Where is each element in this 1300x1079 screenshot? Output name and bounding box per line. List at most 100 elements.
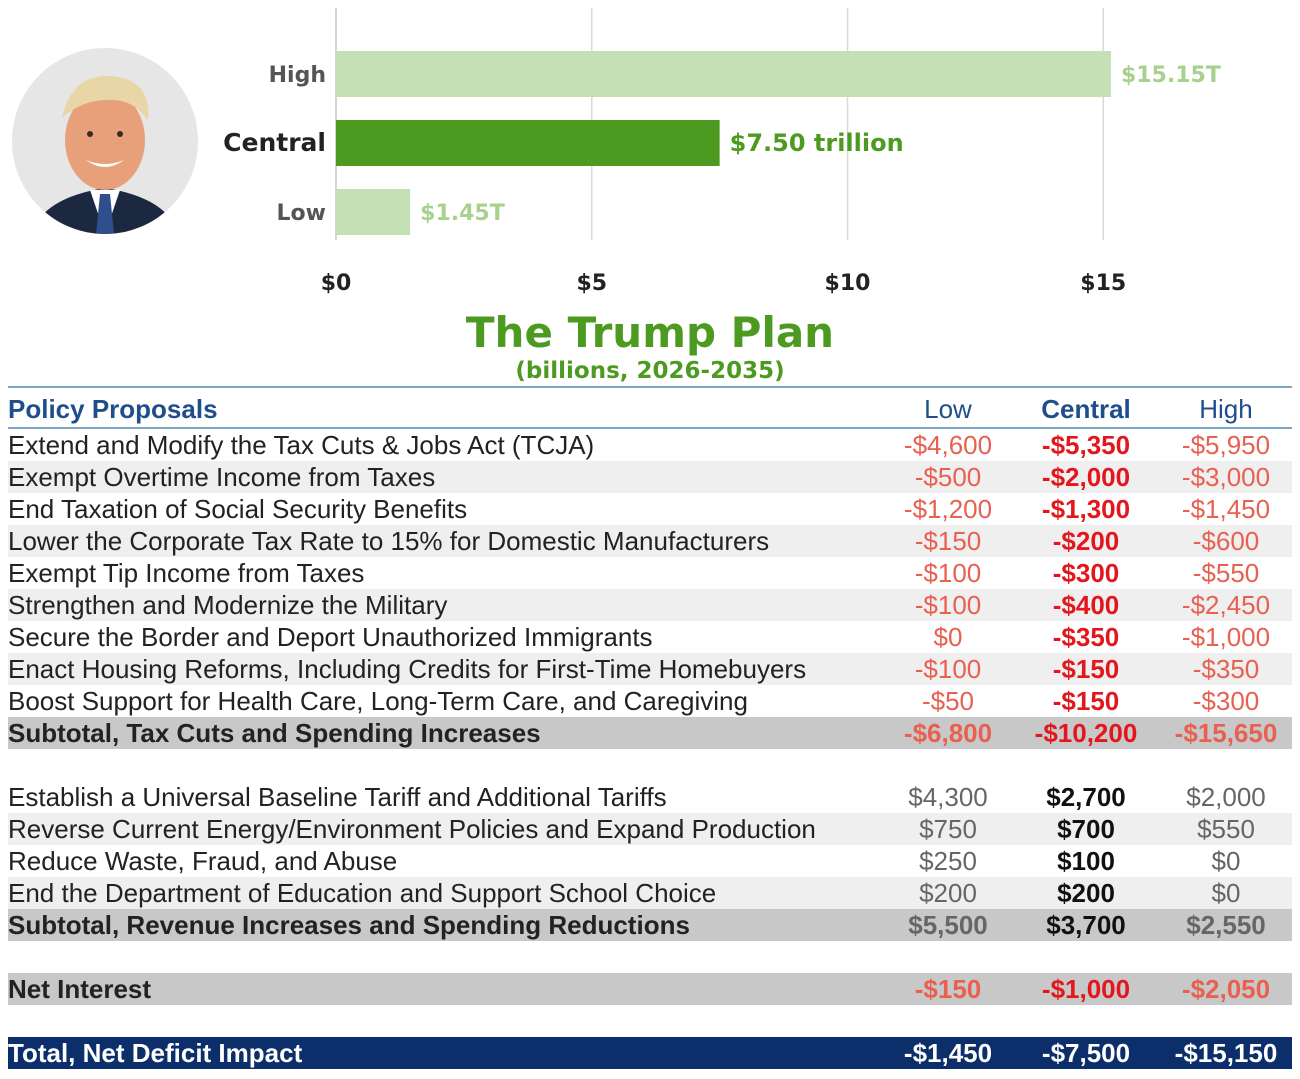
value-central: $700 xyxy=(1012,813,1160,845)
deficit-bar-chart: $0 $5 $10 $15 High $15.15T Central $7.50 trilli… xyxy=(223,8,1221,296)
policy-table: Policy Proposals Low Central High Extend… xyxy=(8,391,1292,1069)
table-row: Exempt Overtime Income from Taxes -$500 -$… xyxy=(8,461,1292,493)
value-central: $3,700 xyxy=(1012,909,1160,941)
table-row: Exempt Tip Income from Taxes -$100 -$300 -$… xyxy=(8,557,1292,589)
value-central: -$200 xyxy=(1012,525,1160,557)
table-row: Extend and Modify the Tax Cuts & Jobs Ac… xyxy=(8,428,1292,461)
x-tick-label: $15 xyxy=(1080,271,1126,296)
value-low: -$100 xyxy=(884,653,1012,685)
value-high: $2,000 xyxy=(1186,782,1266,812)
value-low: -$100 xyxy=(884,589,1012,621)
policy-label: Extend and Modify the Tax Cuts & Jobs Ac… xyxy=(8,430,595,460)
value-low: $4,300 xyxy=(908,782,988,812)
chart-title: The Trump Plan xyxy=(465,308,835,357)
x-tick-label: $10 xyxy=(825,271,871,296)
value-high: -$550 xyxy=(1192,558,1260,588)
policy-label: Subtotal, Revenue Increases and Spending… xyxy=(8,909,884,941)
x-tick-label: $5 xyxy=(576,271,607,296)
policy-label: Net Interest xyxy=(8,973,884,1005)
policy-label: End the Department of Education and Supp… xyxy=(8,877,884,909)
category-label-low: Low xyxy=(277,201,326,226)
data-label-low: $1.45T xyxy=(420,201,505,226)
value-central: -$10,200 xyxy=(1012,717,1160,749)
net-interest-row: Net Interest -$150 -$1,000 -$2,050 xyxy=(8,973,1292,1005)
value-high: -$5,950 xyxy=(1181,430,1271,460)
subtotal-row-tax-cuts: Subtotal, Tax Cuts and Spending Increase… xyxy=(8,717,1292,749)
value-central: -$1,300 xyxy=(1041,494,1131,524)
value-central: -$400 xyxy=(1012,589,1160,621)
table-row: Reduce Waste, Fraud, and Abuse $250 $100 $0 xyxy=(8,845,1292,877)
value-low: $200 xyxy=(884,877,1012,909)
table-row: Strengthen and Modernize the Military -$1… xyxy=(8,589,1292,621)
value-low: $250 xyxy=(919,846,977,876)
value-low: -$150 xyxy=(884,973,1012,1005)
table-top-rule xyxy=(8,386,1292,388)
portrait-avatar xyxy=(12,48,198,234)
value-central: -$5,350 xyxy=(1041,430,1131,460)
value-high: $0 xyxy=(1211,846,1241,876)
policy-label: Exempt Tip Income from Taxes xyxy=(8,558,365,588)
chart-subtitle: (billions, 2026-2035) xyxy=(515,358,785,384)
value-high: -$600 xyxy=(1160,525,1292,557)
table-row: Lower the Corporate Tax Rate to 15% for … xyxy=(8,525,1292,557)
value-high: -$1,000 xyxy=(1181,622,1271,652)
table-row: End Taxation of Social Security Benefits… xyxy=(8,493,1292,525)
value-low: $750 xyxy=(884,813,1012,845)
category-label-central: Central xyxy=(223,128,326,157)
spacer-cell xyxy=(8,749,1292,781)
spacer-cell xyxy=(8,1005,1292,1037)
header-low: Low xyxy=(884,391,1012,429)
total-row: Total, Net Deficit Impact -$1,450 -$7,500-… xyxy=(8,1037,1292,1069)
data-label-central: $7.50 trillion xyxy=(730,129,904,157)
header-policy-proposals: Policy Proposals xyxy=(8,391,884,429)
value-low: -$50 xyxy=(921,686,975,716)
value-low: -$100 xyxy=(914,558,982,588)
bar-low xyxy=(336,189,411,235)
value-low: -$4,600 xyxy=(903,430,993,460)
value-low: -$1,200 xyxy=(903,494,993,524)
value-low: -$500 xyxy=(884,461,1012,493)
value-high: -$15,650 xyxy=(1160,717,1292,749)
data-label-high: $15.15T xyxy=(1121,63,1221,88)
value-low: -$1,450 xyxy=(884,1037,1012,1069)
value-low: -$6,800 xyxy=(884,717,1012,749)
policy-label: Secure the Border and Deport Unauthorize… xyxy=(8,622,653,652)
value-high: $2,550 xyxy=(1160,909,1292,941)
table-row: Secure the Border and Deport Unauthorize… xyxy=(8,621,1292,653)
policy-label: Exempt Overtime Income from Taxes xyxy=(8,461,884,493)
policy-label: Establish a Universal Baseline Tariff an… xyxy=(8,782,667,812)
category-label-high: High xyxy=(269,63,326,88)
policy-label: Strengthen and Modernize the Military xyxy=(8,589,884,621)
value-central: $200 xyxy=(1012,877,1160,909)
table-row: End the Department of Education and Supp… xyxy=(8,877,1292,909)
header-high: High xyxy=(1160,391,1292,429)
value-high: -$1,450 xyxy=(1181,494,1271,524)
policy-label: Lower the Corporate Tax Rate to 15% for … xyxy=(8,525,884,557)
bar-central xyxy=(336,120,720,166)
bar-high xyxy=(336,51,1111,97)
table-row: Boost Support for Health Care, Long-Term… xyxy=(8,685,1292,717)
table-header-row: Policy Proposals Low Central High xyxy=(8,391,1292,429)
value-central: -$150 xyxy=(1012,653,1160,685)
table-row: Reverse Current Energy/Environment Polic… xyxy=(8,813,1292,845)
value-central: -$2,000 xyxy=(1012,461,1160,493)
subtotal-row-revenue: Subtotal, Revenue Increases and Spending… xyxy=(8,909,1292,941)
policy-label: Reverse Current Energy/Environment Polic… xyxy=(8,813,884,845)
spacer-row xyxy=(8,1005,1292,1037)
value-high: $0 xyxy=(1160,877,1292,909)
value-high: -$350 xyxy=(1160,653,1292,685)
x-tick-label: $0 xyxy=(321,271,352,296)
value-low: -$150 xyxy=(884,525,1012,557)
value-high: -$15,150 xyxy=(1160,1037,1292,1069)
policy-label: Enact Housing Reforms, Including Credits… xyxy=(8,653,884,685)
policy-label: Total, Net Deficit Impact xyxy=(8,1037,884,1069)
table-row: Enact Housing Reforms, Including Credits… xyxy=(8,653,1292,685)
spacer-row xyxy=(8,941,1292,973)
value-high: $550 xyxy=(1160,813,1292,845)
value-high: -$2,450 xyxy=(1160,589,1292,621)
value-low: $5,500 xyxy=(884,909,1012,941)
spacer-row xyxy=(8,749,1292,781)
value-central: -$300 xyxy=(1052,558,1120,588)
value-central: -$7,500 xyxy=(1012,1037,1160,1069)
table-row: Establish a Universal Baseline Tariff an… xyxy=(8,781,1292,813)
